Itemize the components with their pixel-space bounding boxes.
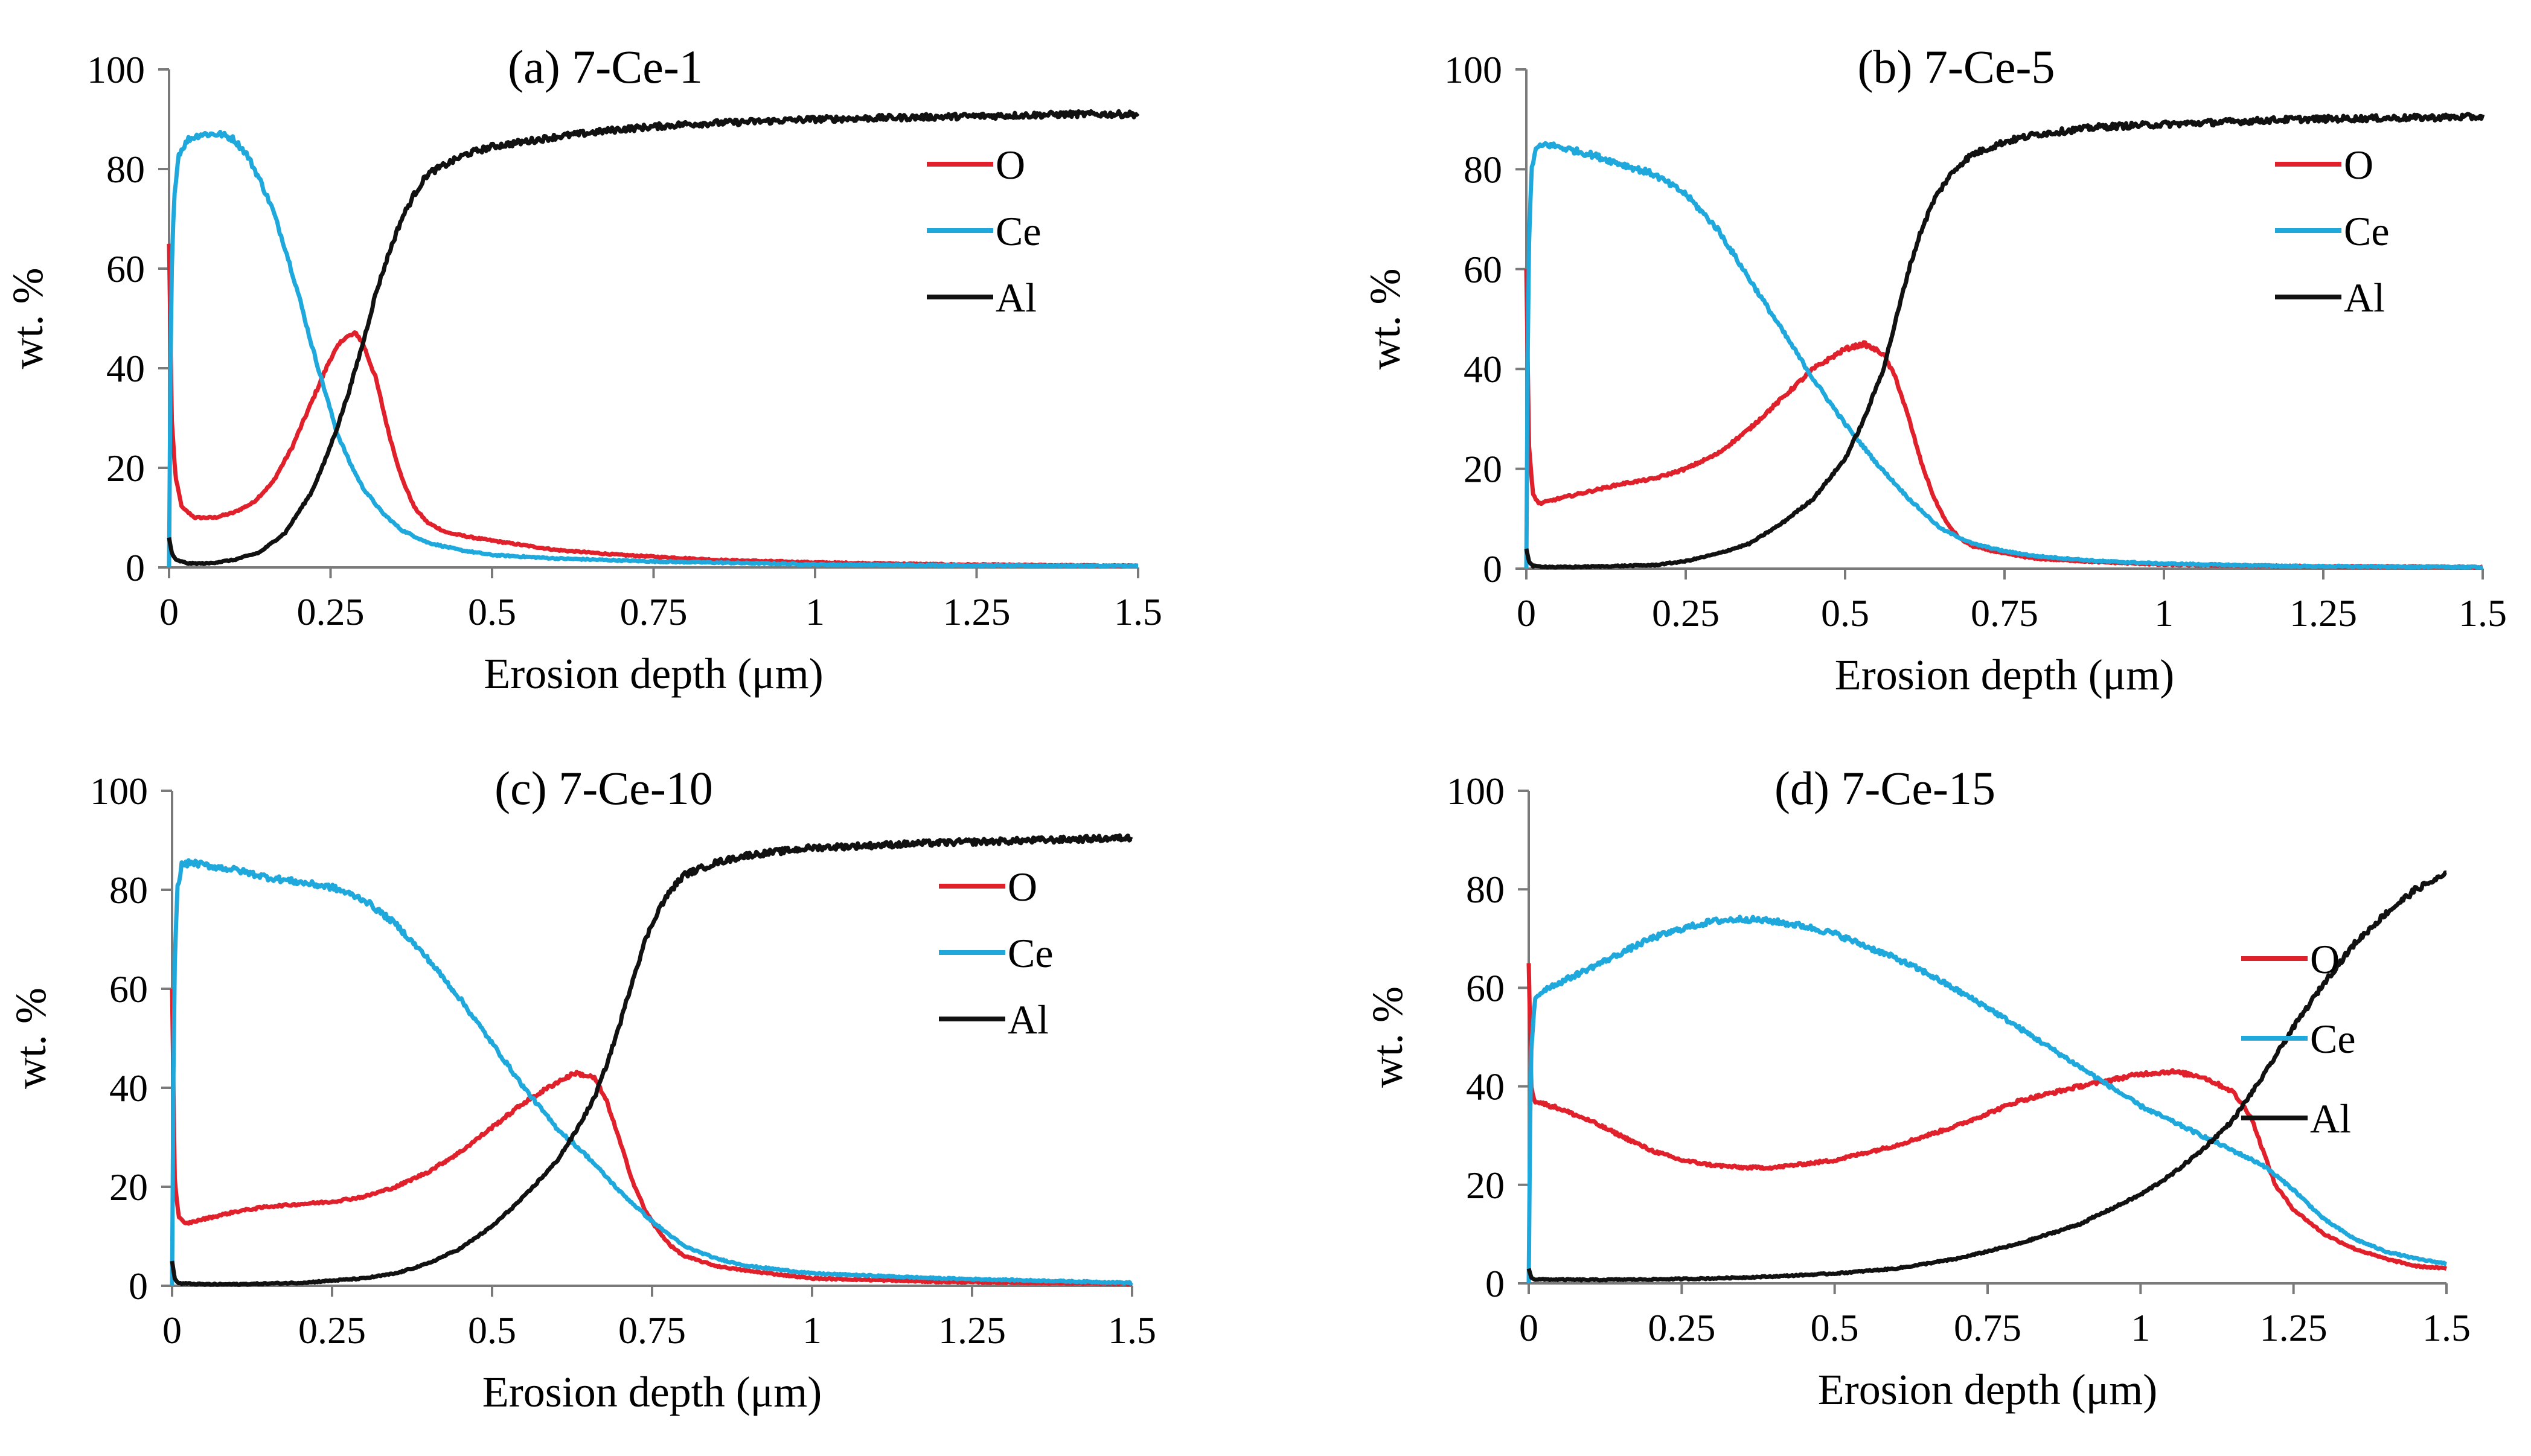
chart-panel-2: 0 20 40 60 80 100 0 0.25 0.5 0.75 1 1.25 1.5 Erosion … <box>7 762 1156 1416</box>
series-line-o <box>1524 269 2484 570</box>
x-tick-label: 0.75 <box>618 1309 686 1352</box>
x-tick-label: 1.5 <box>2459 592 2507 634</box>
legend-label-al: Al <box>2344 275 2385 321</box>
legend-label-o: O <box>996 142 1025 188</box>
chart-title: (c) 7-Ce-10 <box>494 762 713 814</box>
y-tick-label: 40 <box>106 347 145 390</box>
y-tick-label: 20 <box>106 447 145 490</box>
chart-panel-1: 0 20 40 60 80 100 0 0.25 0.5 0.75 1 1.25 1.5 Erosion … <box>1361 40 2507 699</box>
x-tick-label: 0.75 <box>620 590 688 633</box>
y-tick-label: 40 <box>1466 1065 1505 1108</box>
y-tick-label: 60 <box>109 968 148 1011</box>
y-tick-label: 60 <box>106 247 145 290</box>
x-tick-label: 0.25 <box>297 590 365 633</box>
x-tick-label: 1.25 <box>938 1309 1006 1352</box>
series-line-al <box>170 833 1133 1287</box>
x-tick-label: 0.5 <box>1821 592 1869 634</box>
x-tick-label: 1 <box>2154 592 2174 634</box>
legend-label-o: O <box>2310 936 2340 982</box>
y-tick-label: 80 <box>109 869 148 912</box>
y-tick-label: 100 <box>1447 770 1505 813</box>
y-tick-label: 40 <box>109 1067 148 1110</box>
legend-label-ce: Ce <box>2344 208 2390 254</box>
legend-label-ce: Ce <box>2310 1016 2356 1062</box>
x-tick-label: 0.75 <box>1954 1306 2021 1349</box>
x-tick-label: 1 <box>802 1309 822 1352</box>
y-tick-label: 80 <box>1464 148 1502 191</box>
series-line-ce <box>1526 915 2448 1284</box>
y-tick-label: 40 <box>1464 348 1502 391</box>
legend-label-ce: Ce <box>1008 930 1054 976</box>
chart-title: (b) 7-Ce-5 <box>1857 40 2055 93</box>
series-line-o <box>1526 963 2448 1271</box>
x-tick-label: 1 <box>2131 1306 2150 1349</box>
legend-label-o: O <box>2344 142 2373 188</box>
legend-label-o: O <box>1008 864 1037 910</box>
y-tick-label: 20 <box>1466 1164 1505 1207</box>
y-tick-label: 60 <box>1464 248 1502 291</box>
legend-label-al: Al <box>2310 1096 2351 1141</box>
y-tick-label: 100 <box>87 48 145 91</box>
x-tick-label: 1.5 <box>1114 590 1162 633</box>
y-tick-label: 0 <box>129 1265 148 1308</box>
x-tick-label: 0 <box>1519 1306 1538 1349</box>
series-line-ce <box>167 130 1139 569</box>
x-tick-label: 1.5 <box>2422 1306 2471 1349</box>
x-tick-label: 0 <box>162 1309 182 1352</box>
chart-panel-0: 0 20 40 60 80 100 0 0.25 0.5 0.75 1 1.25 1.5 Erosion … <box>4 40 1162 698</box>
chart-title: (a) 7-Ce-1 <box>508 40 703 93</box>
x-tick-label: 1.5 <box>1108 1309 1156 1352</box>
series-line-o <box>167 243 1139 569</box>
y-tick-label: 0 <box>1485 1262 1505 1305</box>
y-tick-label: 80 <box>1466 868 1505 911</box>
series-line-al <box>167 109 1140 566</box>
y-tick-label: 80 <box>106 148 145 191</box>
x-tick-label: 0.5 <box>1811 1306 1859 1349</box>
legend-label-ce: Ce <box>996 208 1042 254</box>
x-axis-label: Erosion depth (μm) <box>1818 1365 2158 1414</box>
y-tick-label: 20 <box>109 1166 148 1209</box>
x-tick-label: 0.75 <box>1971 592 2038 634</box>
x-tick-label: 1 <box>805 590 825 633</box>
series-line-al <box>1526 870 2448 1283</box>
y-axis-label: wt. % <box>1363 986 1412 1088</box>
chart-panel-3: 0 20 40 60 80 100 0 0.25 0.5 0.75 1 1.25 1.5 Erosion … <box>1363 762 2471 1414</box>
y-axis-label: wt. % <box>7 988 55 1089</box>
series-line-o <box>170 988 1133 1287</box>
y-tick-label: 100 <box>1444 48 1502 91</box>
y-axis-label: wt. % <box>1361 269 1409 370</box>
y-tick-label: 0 <box>1483 548 1502 590</box>
y-tick-label: 0 <box>126 546 145 589</box>
series-line-ce <box>170 858 1133 1286</box>
x-tick-label: 0.25 <box>1652 592 1720 634</box>
x-tick-label: 1.25 <box>2260 1306 2328 1349</box>
x-axis-label: Erosion depth (μm) <box>482 1368 822 1416</box>
y-tick-label: 100 <box>90 770 148 813</box>
series-line-ce <box>1524 141 2484 570</box>
legend-label-al: Al <box>996 275 1037 321</box>
x-tick-label: 0 <box>159 590 179 633</box>
chart-title: (d) 7-Ce-15 <box>1774 762 1995 814</box>
y-axis-label: wt. % <box>4 268 52 369</box>
x-tick-label: 1.25 <box>2289 592 2357 634</box>
x-axis-label: Erosion depth (μm) <box>1835 651 2175 699</box>
legend-label-al: Al <box>1008 997 1049 1043</box>
series-line-al <box>1524 112 2485 570</box>
y-tick-label: 20 <box>1464 448 1502 491</box>
x-tick-label: 0 <box>1517 592 1536 634</box>
x-tick-label: 1.25 <box>943 590 1011 633</box>
y-tick-label: 60 <box>1466 966 1505 1009</box>
x-tick-label: 0.25 <box>298 1309 366 1352</box>
x-tick-label: 0.5 <box>468 1309 516 1352</box>
x-tick-label: 0.5 <box>468 590 516 633</box>
x-axis-label: Erosion depth (μm) <box>484 650 824 698</box>
x-tick-label: 0.25 <box>1648 1306 1715 1349</box>
